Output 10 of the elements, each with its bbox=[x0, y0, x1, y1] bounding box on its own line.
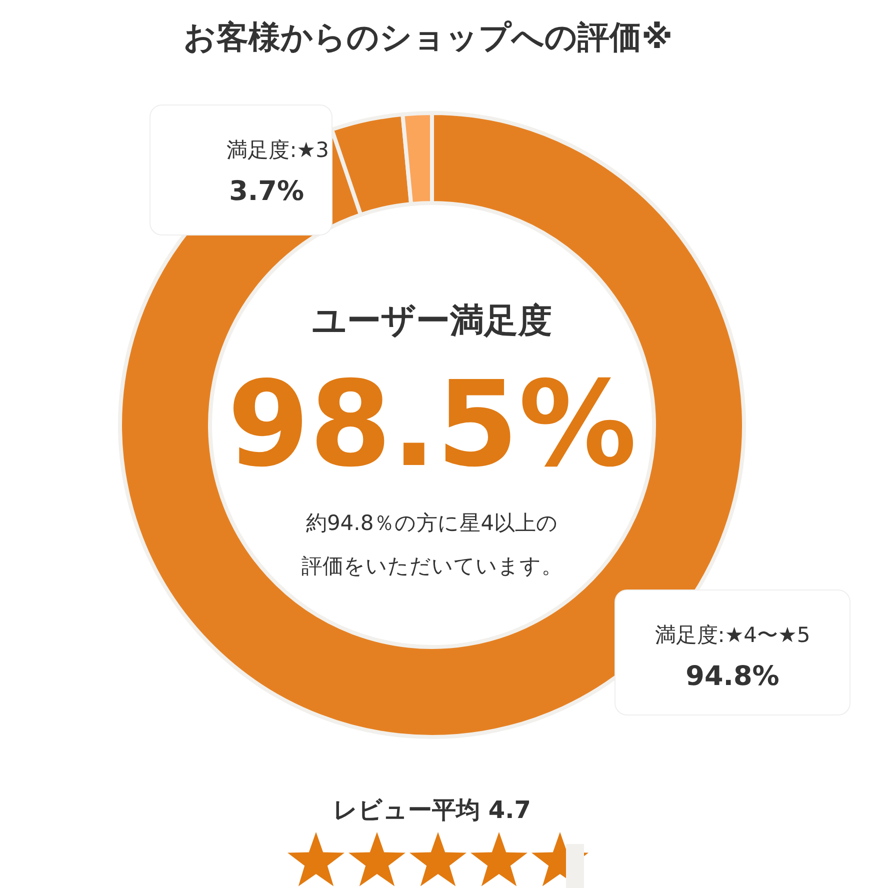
text: レビュー平均 4.7 bbox=[333, 796, 531, 824]
slice-label: 満足度:★3 bbox=[226, 138, 329, 162]
text: 98.5% bbox=[227, 355, 637, 493]
chart-title: お客様からのショップへの評価※ bbox=[183, 18, 673, 56]
data-label: 94.8% bbox=[686, 661, 780, 692]
slice-label: 満足度:★4〜★5 bbox=[654, 623, 810, 647]
data-label: 3.7% bbox=[229, 176, 304, 207]
text: 評価をいただいています。 bbox=[302, 554, 562, 578]
text: ユーザー満足度 bbox=[312, 301, 552, 341]
text: 約94.8％の方に星4以上の bbox=[306, 511, 558, 535]
